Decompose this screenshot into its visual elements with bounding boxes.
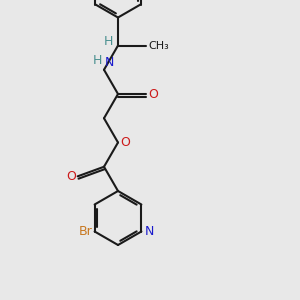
Text: O: O [66, 170, 76, 183]
Text: N: N [105, 56, 114, 69]
Text: CH₃: CH₃ [148, 40, 169, 50]
Text: O: O [120, 136, 130, 149]
Text: H: H [103, 35, 113, 48]
Text: Br: Br [79, 225, 93, 238]
Text: O: O [148, 88, 158, 100]
Text: N: N [144, 225, 154, 238]
Text: H: H [93, 54, 102, 67]
